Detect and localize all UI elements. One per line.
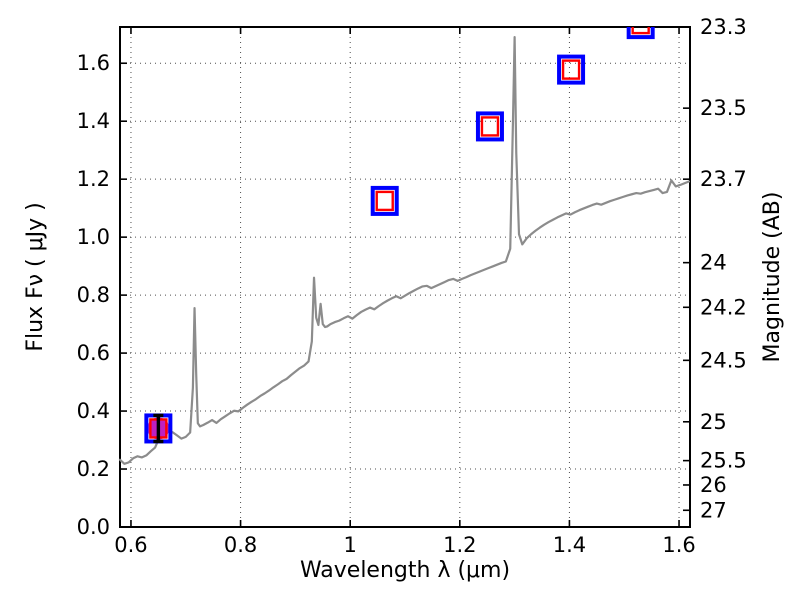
right-tick-label: 23.3	[700, 15, 747, 39]
x-tick-label: 1.2	[443, 533, 476, 557]
red-square-marker	[480, 116, 500, 137]
right-tick-label: 23.7	[700, 167, 747, 191]
y-axis-label: Flux Fν ( μJy )	[23, 202, 48, 351]
y-tick-label: 0.4	[77, 399, 110, 423]
y-tick-label: 1.2	[77, 167, 110, 191]
blue-square-marker	[475, 111, 504, 142]
spectrum-line	[118, 36, 690, 465]
blue-square-marker	[626, 27, 655, 40]
right-tick-label: 24.2	[700, 295, 747, 319]
x-axis-tick-labels: 0.6 0.8 1 1.2 1.4 1.6	[114, 533, 695, 557]
x-tick-label: 1	[344, 533, 357, 557]
right-axis-label: Magnitude (AB)	[760, 192, 785, 363]
y-tick-label: 0.8	[77, 283, 110, 307]
photometry-point[interactable]	[557, 54, 586, 85]
axes-frame	[119, 26, 691, 528]
x-tick-label: 1.6	[662, 533, 695, 557]
plot-frame	[119, 26, 691, 528]
blue-square-marker	[557, 54, 586, 85]
x-axis-label: Wavelength λ (μm)	[300, 558, 510, 583]
right-tick-label: 24.5	[700, 348, 747, 372]
photometry-point[interactable]	[475, 111, 504, 142]
photometry-point[interactable]	[144, 413, 173, 444]
photometry-point[interactable]	[626, 11, 655, 40]
right-tick-label: 23.5	[700, 96, 747, 120]
y-tick-label: 0.2	[77, 457, 110, 481]
right-tick-label: 27	[700, 498, 727, 522]
y-tick-label: 1.6	[77, 51, 110, 75]
right-tick-label: 25	[700, 410, 727, 434]
photometry-point[interactable]	[370, 185, 399, 216]
red-square-marker	[561, 59, 581, 80]
red-square-marker	[631, 27, 650, 35]
y-tick-label: 0.0	[77, 515, 110, 539]
y-tick-label: 1.4	[77, 109, 110, 133]
x-tick-label: 0.8	[224, 533, 257, 557]
axis-ticks	[120, 26, 690, 528]
right-tick-label: 24	[700, 251, 727, 275]
photometry-markers	[144, 11, 655, 444]
right-tick-label: 25.5	[700, 449, 747, 473]
y-tick-label: 1.0	[77, 225, 110, 249]
blue-square-marker	[370, 185, 399, 216]
y-axis-tick-labels: 0.0 0.2 0.4 0.6 0.8 1.0 1.2 1.4 1.6	[77, 51, 110, 539]
x-tick-label: 1.4	[553, 533, 586, 557]
right-tick-label: 26	[700, 473, 727, 497]
y-tick-label: 0.6	[77, 341, 110, 365]
spectrum-curve	[118, 36, 690, 465]
x-tick-label: 0.6	[114, 533, 147, 557]
red-square-marker	[375, 190, 394, 212]
